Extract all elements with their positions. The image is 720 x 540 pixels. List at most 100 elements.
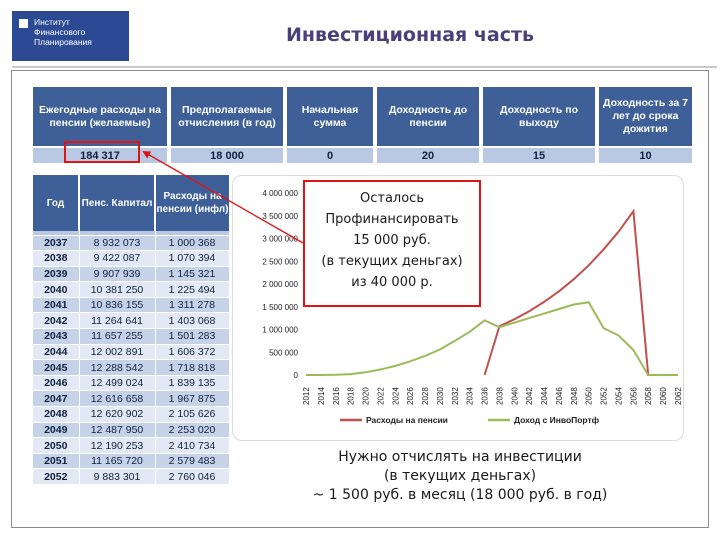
capital-cell: 12 002 891 — [79, 344, 156, 361]
note-line-2: (в текущих деньгах) — [383, 468, 537, 484]
expenses-cell: 1 839 135 — [155, 375, 230, 392]
year-cell: 2039 — [33, 266, 80, 283]
table-row: 2044 12 002 891 1 606 372 — [33, 344, 230, 361]
capital-cell: 8 932 073 — [79, 235, 156, 252]
table-row: 2052 9 883 301 2 760 046 — [33, 468, 230, 485]
capital-cell: 12 487 950 — [79, 422, 156, 439]
x-tick-label: 2038 — [495, 387, 504, 405]
x-tick-label: 2062 — [674, 387, 683, 405]
table-row: 2046 12 499 024 1 839 135 — [33, 375, 230, 392]
title-divider — [12, 66, 717, 68]
table-row: 2048 12 620 902 2 105 626 — [33, 406, 230, 423]
year-cell: 2046 — [33, 375, 80, 392]
year-cell: 2050 — [33, 437, 80, 454]
x-tick-label: 2050 — [585, 387, 594, 405]
param-header-contributions: Предполагаемые отчисления (в год) — [169, 87, 287, 147]
y-tick-label: 3 000 000 — [262, 235, 298, 244]
y-tick-label: 1 500 000 — [262, 303, 298, 312]
year-cell: 2040 — [33, 281, 80, 298]
capital-cell: 9 422 087 — [79, 250, 156, 267]
param-value-yearly-expenses: 184 317 — [33, 146, 171, 163]
table-row: 2045 12 288 542 1 718 818 — [33, 359, 230, 376]
expenses-cell: 2 253 020 — [155, 422, 230, 439]
x-tick-label: 2056 — [629, 387, 638, 405]
param-value-return-before: 20 — [375, 146, 483, 163]
x-tick-label: 2030 — [436, 387, 445, 405]
year-cell: 2045 — [33, 359, 80, 376]
institute-logo: Институт Финансового Планирования — [12, 11, 129, 61]
expenses-cell: 1 070 394 — [155, 250, 230, 267]
logo-line-2: Финансового — [34, 27, 86, 37]
year-cell: 2037 — [33, 235, 80, 252]
capital-cell: 12 288 542 — [79, 359, 156, 376]
capital-cell: 10 381 250 — [79, 281, 156, 298]
x-tick-label: 2034 — [466, 387, 475, 405]
param-header-yearly-expenses: Ежегодные расходы на пенсии (желаемые) — [33, 87, 171, 147]
param-value-initial-sum: 0 — [285, 146, 377, 163]
y-tick-label: 4 000 000 — [262, 189, 298, 198]
x-tick-label: 2054 — [614, 387, 623, 405]
expenses-cell: 1 311 278 — [155, 297, 230, 314]
x-tick-label: 2020 — [362, 387, 371, 405]
year-cell: 2038 — [33, 250, 80, 267]
content-frame — [11, 70, 709, 528]
capital-cell: 12 620 902 — [79, 406, 156, 423]
table-row: 2047 12 616 658 1 967 875 — [33, 390, 230, 408]
callout-line-3: 15 000 руб. — [353, 233, 431, 248]
expenses-cell: 2 579 483 — [155, 453, 230, 470]
note-line-3: ~ 1 500 руб. в месяц (18 000 руб. в год) — [312, 487, 608, 503]
yearly-header-expenses: Расходы на пенсии (инфл) — [155, 175, 229, 231]
y-tick-label: 1 000 000 — [262, 326, 298, 335]
year-cell: 2041 — [33, 297, 80, 314]
yearly-table-body: 2037 8 932 073 1 000 368 2038 9 422 087 1 070… — [33, 231, 230, 485]
capital-cell: 9 907 939 — [79, 266, 156, 283]
x-tick-label: 2028 — [421, 387, 430, 405]
param-value-return-last-years: 10 — [597, 146, 692, 163]
param-value-contributions: 18 000 — [169, 146, 287, 163]
capital-cell: 12 616 658 — [79, 390, 156, 408]
callout-line-5: из 40 000 р. — [351, 275, 433, 290]
year-cell: 2048 — [33, 406, 80, 423]
capital-cell: 9 883 301 — [79, 468, 156, 485]
x-tick-label: 2032 — [451, 387, 460, 405]
table-row: 2039 9 907 939 1 145 321 — [33, 266, 230, 283]
legend-label: Доход с ИнвоПортф — [514, 415, 600, 425]
capital-cell: 12 499 024 — [79, 375, 156, 392]
callout-line-2: Профинансировать — [325, 212, 459, 227]
table-row: 2037 8 932 073 1 000 368 — [33, 235, 230, 252]
x-tick-label: 2040 — [510, 387, 519, 405]
parameters-table: Ежегодные расходы на пенсии (желаемые) П… — [33, 87, 692, 163]
x-tick-label: 2024 — [391, 387, 400, 405]
expenses-cell: 2 105 626 — [155, 406, 230, 423]
table-row: 2051 11 165 720 2 579 483 — [33, 453, 230, 470]
y-tick-label: 0 — [294, 371, 299, 380]
expenses-cell: 2 760 046 — [155, 468, 230, 485]
x-tick-label: 2026 — [406, 387, 415, 405]
expenses-cell: 1 718 818 — [155, 359, 230, 376]
year-cell: 2052 — [33, 468, 80, 485]
y-tick-label: 500 000 — [269, 348, 298, 357]
expenses-cell: 1 606 372 — [155, 344, 230, 361]
x-tick-label: 2046 — [555, 387, 564, 405]
parameters-value-row: 184 317 18 000 0 20 15 10 — [33, 146, 692, 163]
expenses-cell: 1 403 068 — [155, 312, 230, 330]
yearly-header-capital: Пенс. Капитал — [79, 175, 156, 231]
x-tick-label: 2060 — [659, 387, 668, 405]
series-line-1 — [306, 301, 678, 376]
capital-cell: 11 264 641 — [79, 312, 156, 330]
yearly-header-year: Год — [33, 175, 80, 231]
x-tick-label: 2014 — [317, 387, 326, 405]
y-tick-label: 3 500 000 — [262, 212, 298, 221]
expenses-cell: 1 967 875 — [155, 390, 230, 408]
capital-cell: 11 657 255 — [79, 328, 156, 345]
table-row: 2042 11 264 641 1 403 068 — [33, 312, 230, 330]
param-header-return-last-years: Доходность за 7 лет до срока дожития — [597, 87, 692, 147]
y-tick-label: 2 000 000 — [262, 280, 298, 289]
capital-cell: 10 836 155 — [79, 297, 156, 314]
remaining-callout: Осталось Профинансировать 15 000 руб. (в… — [303, 180, 481, 307]
table-row: 2040 10 381 250 1 225 494 — [33, 281, 230, 298]
x-tick-label: 2016 — [332, 387, 341, 405]
callout-line-1: Осталось — [360, 191, 424, 206]
table-row: 2038 9 422 087 1 070 394 — [33, 250, 230, 267]
expenses-cell: 1 501 283 — [155, 328, 230, 345]
